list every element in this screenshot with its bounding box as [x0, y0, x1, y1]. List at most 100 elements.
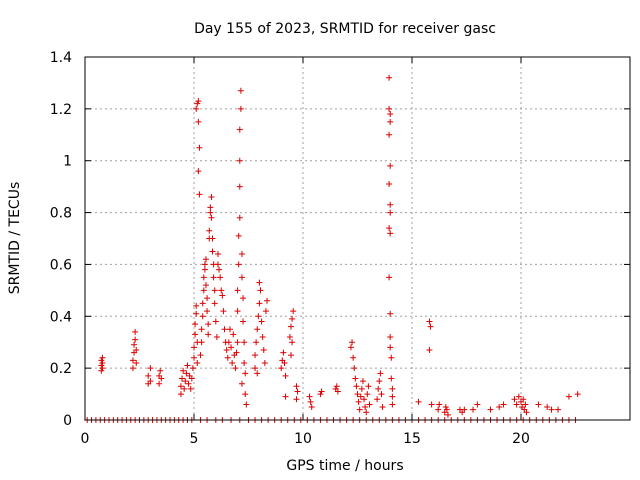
data-point [193, 105, 200, 112]
data-point [387, 230, 394, 237]
y-tick-label: 1.2 [50, 102, 72, 118]
x-tick-label: 5 [190, 431, 199, 447]
data-point [386, 274, 393, 281]
data-point [184, 362, 191, 369]
data-point [363, 409, 370, 416]
data-point [133, 359, 140, 366]
data-point [182, 378, 189, 385]
data-point [243, 401, 250, 408]
data-point [378, 391, 385, 398]
data-point [210, 274, 217, 281]
data-point [99, 365, 106, 372]
data-point [443, 406, 450, 413]
data-point [240, 295, 247, 302]
data-point [535, 401, 542, 408]
data-point [555, 406, 562, 413]
data-point [177, 391, 184, 398]
data-point [189, 365, 196, 372]
data-point [386, 131, 393, 138]
data-point [221, 326, 228, 333]
data-point [158, 375, 165, 382]
data-point [377, 370, 384, 377]
data-point [365, 383, 372, 390]
data-point [355, 398, 362, 405]
data-point [317, 391, 324, 398]
data-point [230, 331, 237, 338]
data-point [177, 383, 184, 390]
data-point [201, 261, 208, 268]
data-point [288, 352, 295, 359]
data-point [474, 401, 481, 408]
x-tick-label: 10 [294, 431, 312, 447]
data-point [252, 365, 259, 372]
data-point [201, 266, 208, 273]
data-point [288, 323, 295, 330]
y-tick-label: 0.2 [50, 361, 72, 377]
data-point [361, 396, 368, 403]
data-point [354, 391, 361, 398]
data-point [218, 287, 225, 294]
data-point [241, 359, 248, 366]
grid [85, 57, 630, 420]
data-point [387, 118, 394, 125]
data-point [255, 313, 262, 320]
data-point [500, 401, 507, 408]
data-point [234, 308, 241, 315]
data-point [240, 318, 247, 325]
data-point [217, 274, 224, 281]
data-point [99, 359, 106, 366]
data-point [233, 349, 240, 356]
data-point [389, 393, 396, 400]
data-point [388, 354, 395, 361]
data-point [282, 393, 289, 400]
data-point [253, 339, 260, 346]
data-point [179, 375, 186, 382]
data-point [208, 214, 215, 221]
data-point [520, 396, 527, 403]
data-point [132, 336, 139, 343]
data-point [426, 346, 433, 353]
data-point [129, 365, 136, 372]
data-point [290, 308, 297, 315]
data-point [358, 385, 365, 392]
data-point [238, 274, 245, 281]
data-point [206, 227, 213, 234]
y-axis-label: SRMTID / TECUs [7, 182, 23, 295]
data-point [211, 287, 218, 294]
data-point [389, 401, 396, 408]
data-point [286, 334, 293, 341]
data-point [236, 183, 243, 190]
data-point [256, 279, 263, 286]
data-point [523, 409, 530, 416]
data-point [278, 365, 285, 372]
data-point [193, 302, 200, 309]
data-point [293, 383, 300, 390]
data-point [280, 349, 287, 356]
data-point [357, 393, 364, 400]
data-point [98, 362, 105, 369]
data-point [208, 194, 215, 201]
data-point [214, 251, 221, 258]
data-point [436, 401, 443, 408]
data-point [195, 168, 202, 175]
data-point [387, 310, 394, 317]
data-point [386, 225, 393, 232]
data-point [132, 328, 139, 335]
data-point [199, 300, 206, 307]
data-point [209, 235, 216, 242]
data-point [98, 367, 105, 374]
data-point [133, 346, 140, 353]
data-point [428, 401, 435, 408]
data-point [200, 274, 207, 281]
data-point [204, 308, 211, 315]
y-tick-label: 0.6 [50, 257, 72, 273]
data-point [195, 98, 202, 105]
data-point [565, 393, 572, 400]
data-point [205, 321, 212, 328]
x-axis-label: GPS time / hours [286, 458, 403, 474]
data-point [147, 365, 154, 372]
data-point [191, 344, 197, 351]
data-point [364, 391, 371, 398]
data-point [207, 209, 214, 216]
data-point [241, 339, 248, 346]
